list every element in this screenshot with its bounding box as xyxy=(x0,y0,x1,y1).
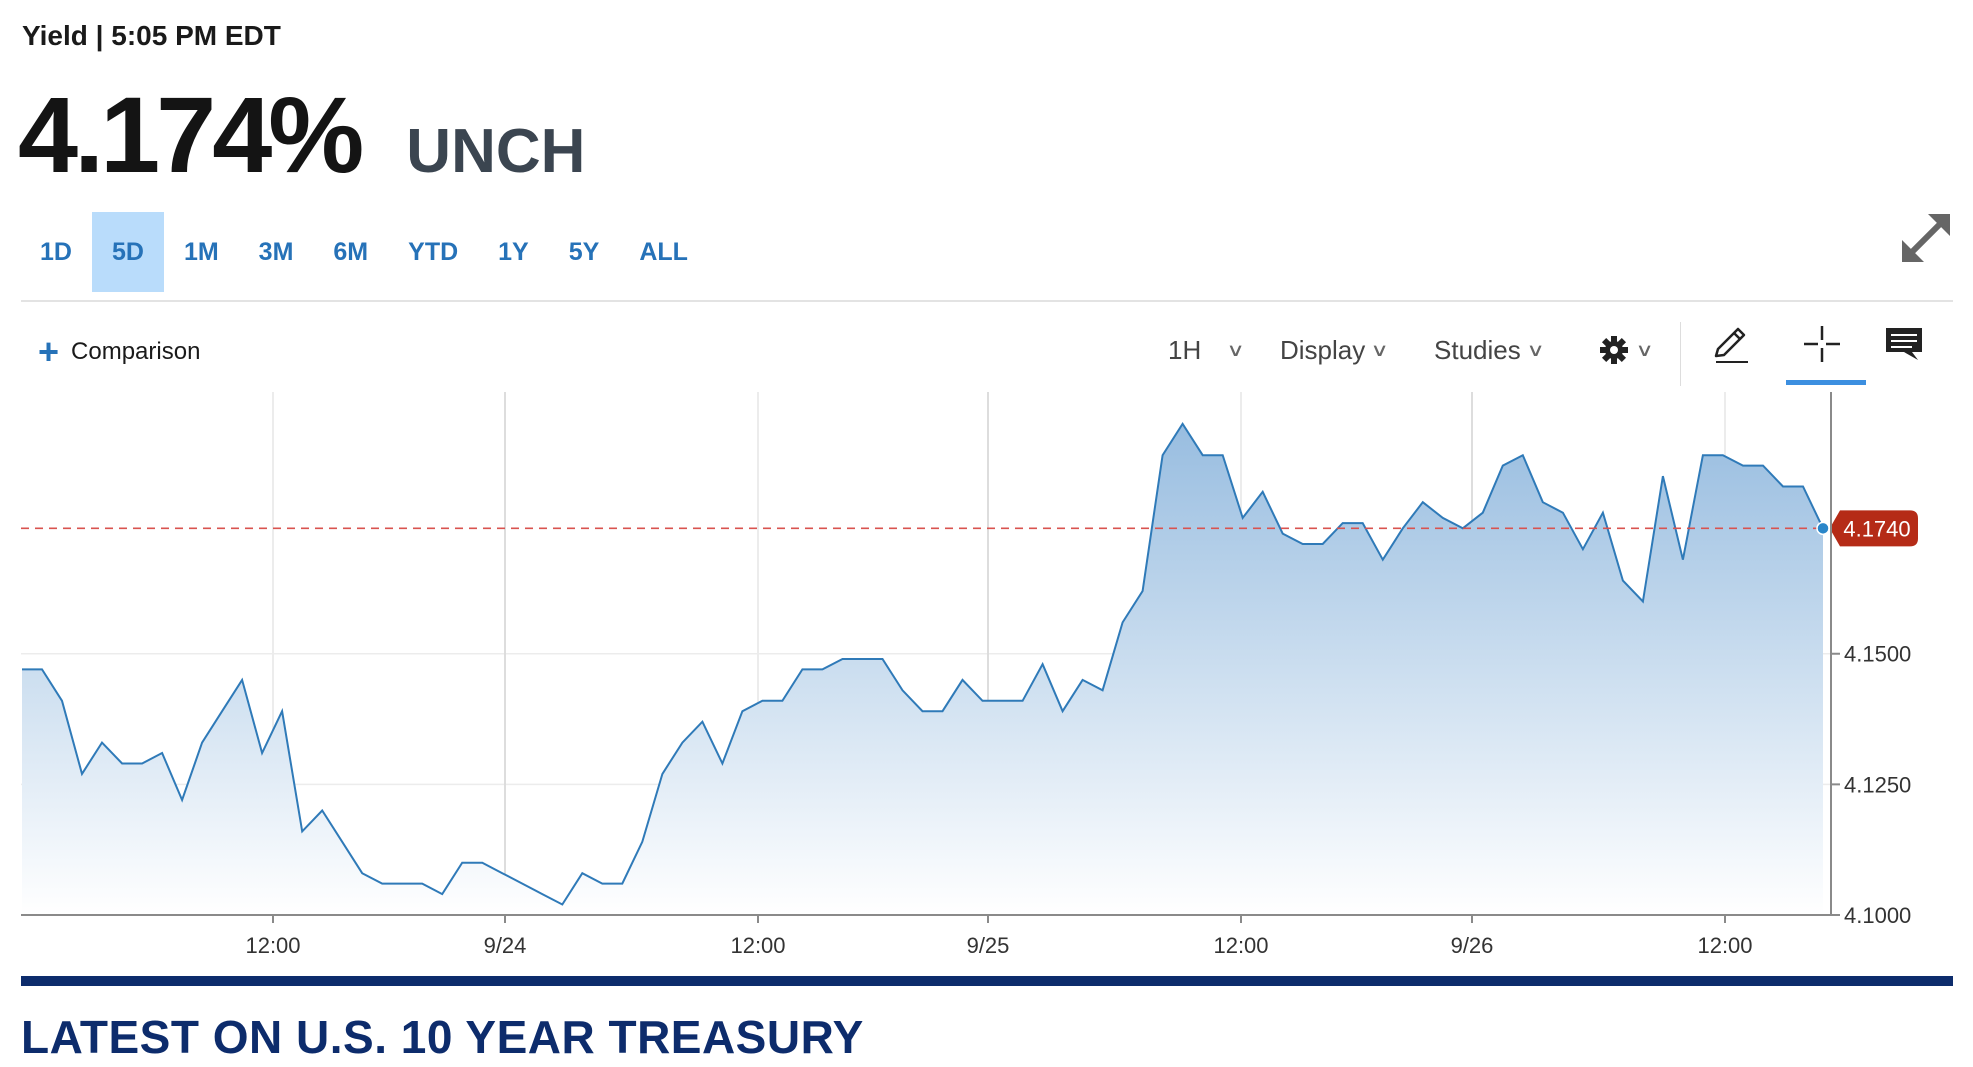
tab-1d[interactable]: 1D xyxy=(40,238,72,266)
pencil-icon[interactable] xyxy=(1708,322,1752,366)
last-point-marker xyxy=(1816,521,1830,536)
expand-arrows-icon[interactable] xyxy=(1898,210,1954,266)
yield-area-fill xyxy=(22,423,1823,915)
active-tool-indicator xyxy=(1786,380,1866,385)
x-tick-label: 12:00 xyxy=(1697,933,1752,958)
x-tick-label: 9/24 xyxy=(484,933,527,958)
chevron-down-icon: ∨ xyxy=(1370,339,1390,360)
interval-label: 1H xyxy=(1168,334,1202,365)
tab-1y[interactable]: 1Y xyxy=(498,238,529,266)
interval-dropdown[interactable]: 1H ∨ xyxy=(1168,328,1246,372)
yield-chart[interactable]: 12:00 9/24 12:00 9/25 12:00 9/26 12:00 4.1500 4.… xyxy=(0,390,1973,970)
last-price: 4.174% xyxy=(18,74,364,195)
chevron-down-icon: ∨ xyxy=(1635,339,1654,360)
x-tick-label: 9/26 xyxy=(1451,933,1494,958)
comparison-label: Comparison xyxy=(71,338,201,365)
tab-1m[interactable]: 1M xyxy=(183,238,219,266)
chevron-down-icon: ∨ xyxy=(1526,339,1545,360)
x-tick-label: 12:00 xyxy=(1213,933,1268,958)
tab-3m[interactable]: 3M xyxy=(258,238,294,266)
crosshair-icon[interactable] xyxy=(1800,322,1844,366)
y-tick-label: 4.1000 xyxy=(1844,903,1911,928)
last-value-badge xyxy=(1832,510,1918,547)
last-value-label: 4.1740 xyxy=(1843,516,1910,541)
tab-5y[interactable]: 5Y xyxy=(568,238,600,266)
x-tick-label: 12:00 xyxy=(730,933,785,958)
y-tick-label: 4.1250 xyxy=(1844,772,1911,797)
comparison-button[interactable]: + Comparison xyxy=(38,331,201,372)
studies-label: Studies xyxy=(1434,334,1521,365)
tab-5d[interactable]: 5D xyxy=(91,212,164,292)
display-dropdown[interactable]: Display ∨ xyxy=(1280,328,1390,372)
plus-icon: + xyxy=(38,331,60,372)
settings-dropdown[interactable]: ∨ xyxy=(1598,328,1654,372)
toolbar-separator xyxy=(1680,322,1681,386)
news-header-bar xyxy=(21,976,1953,986)
quote-timestamp: Yield | 5:05 PM EDT xyxy=(22,20,281,51)
price-change: UNCH xyxy=(406,117,586,186)
y-tick-label: 4.1500 xyxy=(1844,642,1911,667)
tab-ytd[interactable]: YTD xyxy=(408,238,459,266)
time-range-tabs: 1D 5D 1M 3M 6M YTD 1Y 5Y ALL xyxy=(20,212,708,292)
display-label: Display xyxy=(1280,334,1366,365)
quote-summary: 4.174% UNCH xyxy=(18,72,585,195)
yield-line xyxy=(22,421,1824,906)
toolbar-divider xyxy=(21,300,1953,302)
news-section-title: LATEST ON U.S. 10 YEAR TREASURY xyxy=(21,1011,864,1063)
x-tick-label: 12:00 xyxy=(245,933,300,958)
studies-dropdown[interactable]: Studies ∨ xyxy=(1434,328,1545,372)
tab-all[interactable]: ALL xyxy=(639,238,688,266)
x-tick-label: 9/25 xyxy=(967,933,1010,958)
gear-icon xyxy=(1600,336,1628,364)
chevron-down-icon: ∨ xyxy=(1226,339,1246,360)
tab-6m[interactable]: 6M xyxy=(333,238,369,266)
comment-icon[interactable] xyxy=(1882,322,1926,366)
